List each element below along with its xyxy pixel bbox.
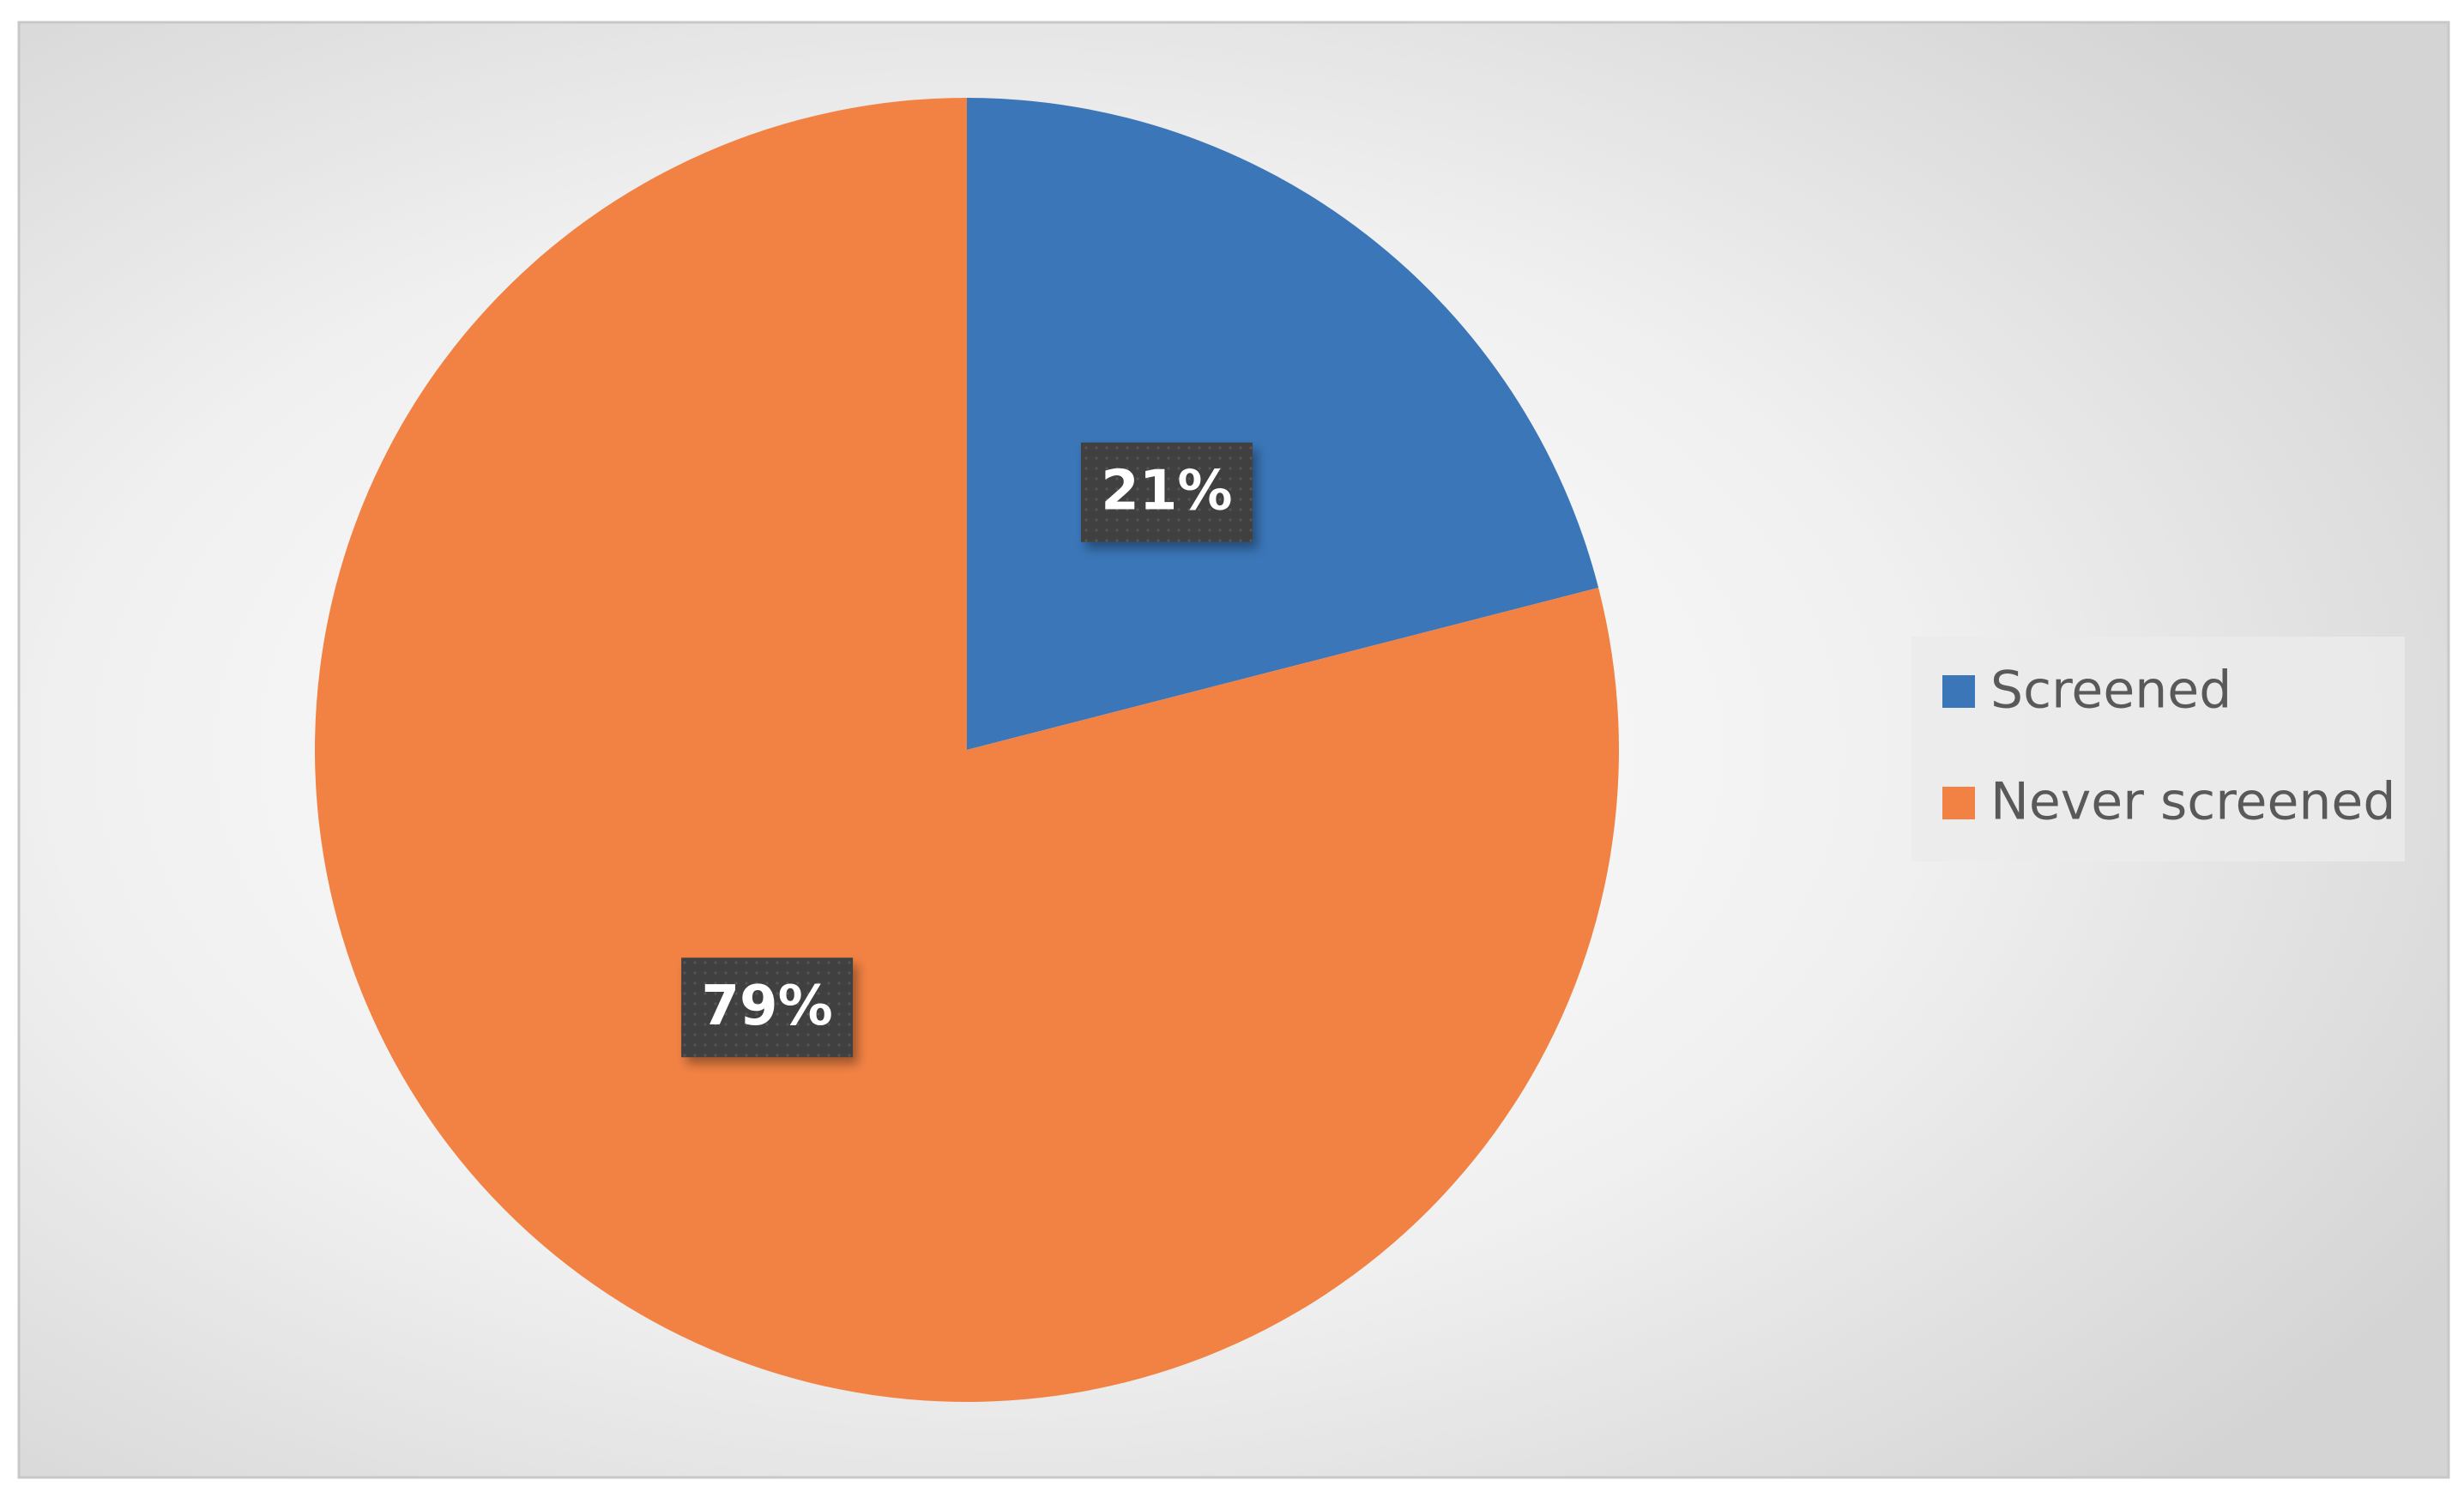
legend-swatch bbox=[1942, 675, 1975, 708]
pie-slice bbox=[967, 98, 1599, 750]
value-label-box bbox=[681, 957, 854, 1058]
pie-slice bbox=[315, 98, 1619, 1403]
pie bbox=[315, 98, 1619, 1403]
value-labels: 21% 79% bbox=[681, 442, 1253, 1058]
value-label-box bbox=[1080, 442, 1253, 542]
legend-label: Screened bbox=[1990, 661, 2231, 721]
value-label: 21% bbox=[1101, 459, 1232, 522]
legend-box bbox=[1911, 637, 2405, 861]
value-label: 79% bbox=[702, 975, 833, 1038]
legend: Screened Never screened bbox=[1942, 661, 2395, 832]
legend-swatch bbox=[1942, 787, 1975, 819]
legend-label: Never screened bbox=[1990, 772, 2395, 832]
